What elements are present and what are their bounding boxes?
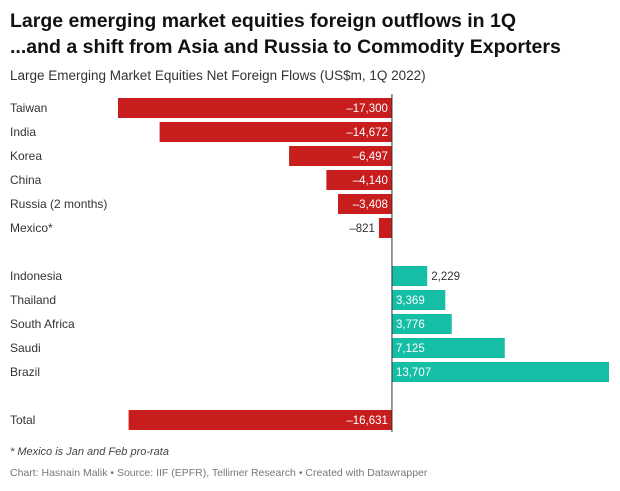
chart-subtitle: Large Emerging Market Equities Net Forei…: [10, 68, 426, 83]
title-line-1: Large emerging market equities foreign o…: [10, 10, 517, 32]
bar-total: [128, 410, 392, 430]
bar-south-africa: [391, 314, 452, 334]
bar-brazil: [391, 362, 609, 382]
category-label-thailand: Thailand: [10, 293, 56, 307]
chart-title: Large emerging market equities foreign o…: [10, 8, 614, 60]
category-label-total: Total: [10, 413, 35, 427]
bar-thailand: [391, 290, 446, 310]
footnote: * Mexico is Jan and Feb pro-rata: [10, 446, 169, 458]
category-label-korea: Korea: [10, 149, 42, 163]
category-label-saudi: Saudi: [10, 341, 41, 355]
category-label-mexico: Mexico*: [10, 221, 53, 235]
bar-chart: Taiwan –17,300 India –14,672 Korea –6,497 Chin…: [10, 94, 609, 432]
title-line-2: ...and a shift from Asia and Russia to C…: [10, 36, 561, 58]
bar-india: [159, 122, 392, 142]
category-label-south-africa: South Africa: [10, 317, 75, 331]
value-label-taiwan: –17,300: [346, 103, 388, 115]
bar-china: [326, 170, 392, 190]
value-label-india: –14,672: [346, 127, 388, 139]
value-label-saudi: 7,125: [396, 343, 425, 355]
value-label-mexico: –821: [349, 223, 375, 235]
bar-korea: [289, 146, 392, 166]
value-label-korea: –6,497: [353, 151, 388, 163]
category-label-brazil: Brazil: [10, 365, 40, 379]
category-label-taiwan: Taiwan: [10, 101, 47, 115]
bar-russia-2-months: [337, 194, 392, 214]
category-label-china: China: [10, 173, 42, 187]
category-label-russia-2-months: Russia (2 months): [10, 197, 107, 211]
bar-indonesia: [391, 266, 428, 286]
value-label-brazil: 13,707: [396, 367, 431, 379]
bar-taiwan: [118, 98, 392, 118]
bar-saudi: [391, 338, 505, 358]
value-label-total: –16,631: [346, 415, 388, 427]
value-label-indonesia: 2,229: [431, 271, 460, 283]
category-label-indonesia: Indonesia: [10, 269, 62, 283]
source-credit: Chart: Hasnain Malik • Source: IIF (EPFR…: [10, 467, 428, 479]
category-label-india: India: [10, 125, 36, 139]
value-label-china: –4,140: [353, 175, 388, 187]
value-label-thailand: 3,369: [396, 295, 425, 307]
value-label-russia-2-months: –3,408: [353, 199, 388, 211]
value-label-south-africa: 3,776: [396, 319, 425, 331]
bar-mexico: [378, 218, 392, 238]
